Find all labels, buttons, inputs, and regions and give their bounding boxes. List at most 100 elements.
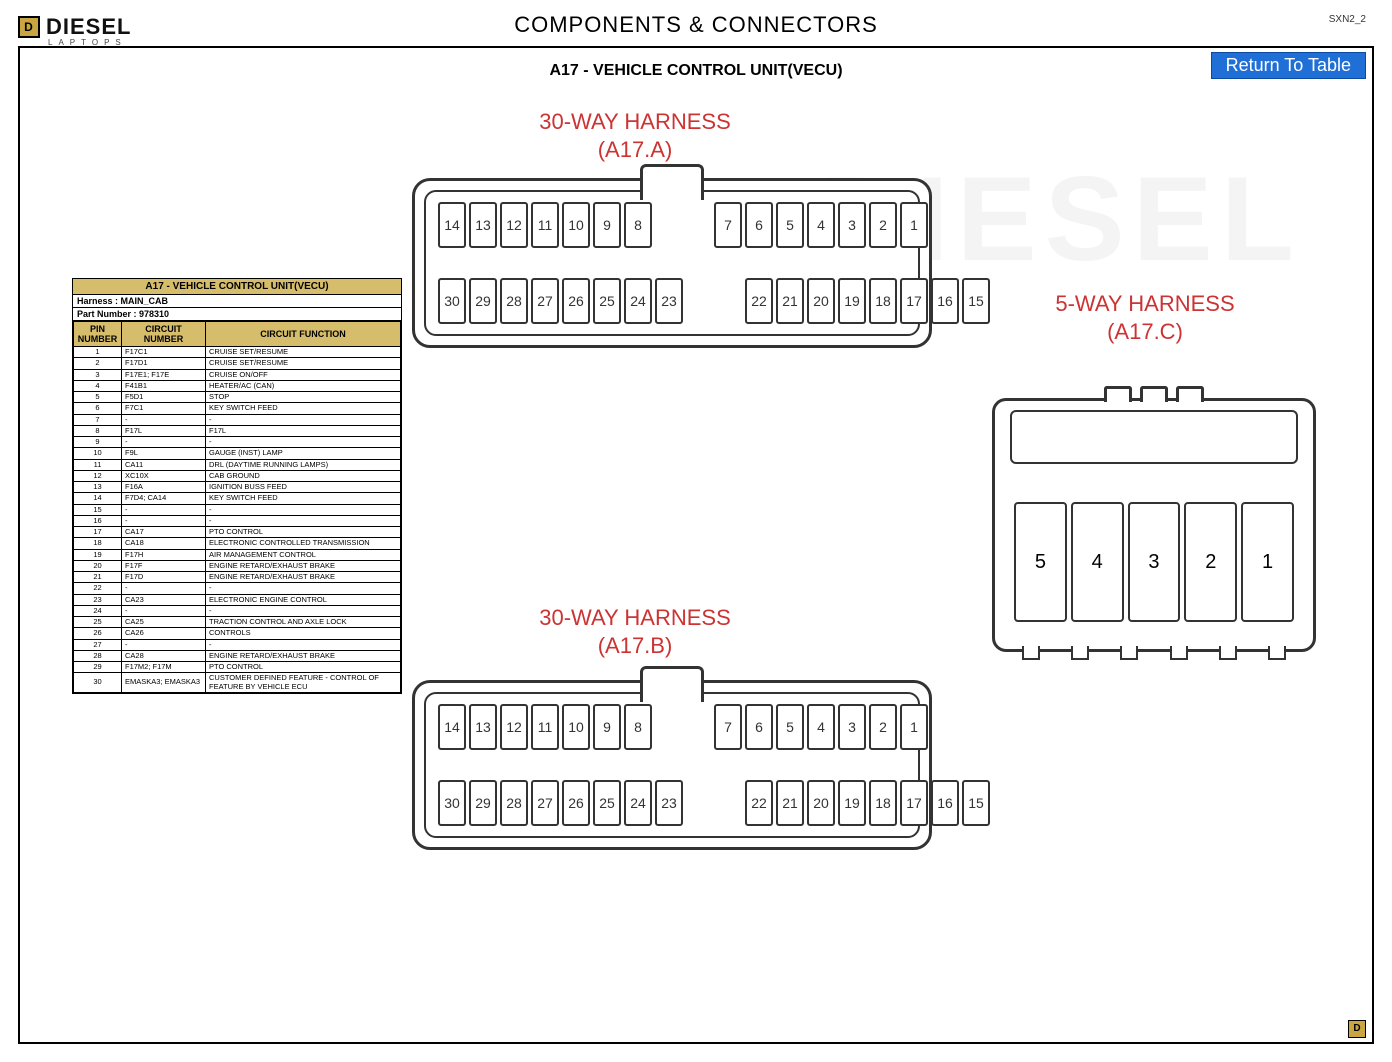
table-cell: F17D — [122, 572, 206, 583]
table-cell: F7D4; CA14 — [122, 493, 206, 504]
table-row: 27-- — [74, 639, 401, 650]
table-cell: F17F — [122, 560, 206, 571]
pin-row-bottom: 30292827262524232221201918171615 — [438, 278, 990, 324]
table-cell: - — [122, 583, 206, 594]
table-row: 5F5D1STOP — [74, 392, 401, 403]
table-cell: ENGINE RETARD/EXHAUST BRAKE — [206, 650, 401, 661]
pin-6: 6 — [745, 704, 773, 750]
table-cell: 19 — [74, 549, 122, 560]
pin-1: 1 — [1241, 502, 1294, 622]
pin-2: 2 — [1184, 502, 1237, 622]
table-cell: 27 — [74, 639, 122, 650]
pin-table-title: A17 - VEHICLE CONTROL UNIT(VECU) — [73, 279, 401, 295]
table-cell: F16A — [122, 482, 206, 493]
table-cell: F17E1; F17E — [122, 369, 206, 380]
foot-icon — [1022, 646, 1040, 660]
table-row: 19F17HAIR MANAGEMENT CONTROL — [74, 549, 401, 560]
table-row: 14F7D4; CA14KEY SWITCH FEED — [74, 493, 401, 504]
harness-label-a: 30-WAY HARNESS (A17.A) — [510, 108, 760, 163]
table-cell: 29 — [74, 662, 122, 673]
table-cell: 5 — [74, 392, 122, 403]
pin-5: 5 — [776, 202, 804, 248]
pin-19: 19 — [838, 780, 866, 826]
harness-b-title: 30-WAY HARNESS — [510, 604, 760, 632]
table-cell: F17M2; F17M — [122, 662, 206, 673]
table-cell: 28 — [74, 650, 122, 661]
pin-27: 27 — [531, 278, 559, 324]
table-cell: - — [122, 515, 206, 526]
table-row: 30EMASKA3; EMASKA3CUSTOMER DEFINED FEATU… — [74, 673, 401, 693]
pin-30: 30 — [438, 278, 466, 324]
table-cell: F17D1 — [122, 358, 206, 369]
pin-1: 1 — [900, 704, 928, 750]
pin-28: 28 — [500, 780, 528, 826]
table-cell: 26 — [74, 628, 122, 639]
table-cell: CRUISE SET/RESUME — [206, 358, 401, 369]
table-cell: F17L — [206, 425, 401, 436]
table-row: 21F17DENGINE RETARD/EXHAUST BRAKE — [74, 572, 401, 583]
connector-key — [640, 164, 704, 200]
pin-17: 17 — [900, 780, 928, 826]
pin-20: 20 — [807, 278, 835, 324]
doc-id: SXN2_2 — [1329, 14, 1366, 25]
harness-a-sub: (A17.A) — [510, 136, 760, 164]
table-cell: 12 — [74, 470, 122, 481]
pin-10: 10 — [562, 704, 590, 750]
pin-table-part: Part Number : 978310 — [73, 308, 401, 321]
table-cell: IGNITION BUSS FEED — [206, 482, 401, 493]
table-cell: CUSTOMER DEFINED FEATURE - CONTROL OF FE… — [206, 673, 401, 693]
table-row: 16-- — [74, 515, 401, 526]
pin-row-bottom: 30292827262524232221201918171615 — [438, 780, 990, 826]
pin-10: 10 — [562, 202, 590, 248]
table-cell: 13 — [74, 482, 122, 493]
pin-22: 22 — [745, 780, 773, 826]
table-cell: 24 — [74, 605, 122, 616]
page-title: COMPONENTS & CONNECTORS — [0, 12, 1392, 38]
foot-icon — [1268, 646, 1286, 660]
connector-key — [640, 666, 704, 702]
table-cell: - — [206, 515, 401, 526]
table-cell: F5D1 — [122, 392, 206, 403]
table-cell: F7C1 — [122, 403, 206, 414]
pin-27: 27 — [531, 780, 559, 826]
table-cell: 8 — [74, 425, 122, 436]
table-cell: CA28 — [122, 650, 206, 661]
table-row: 2F17D1CRUISE SET/RESUME — [74, 358, 401, 369]
corner-badge-icon: D — [1348, 1020, 1366, 1038]
table-cell: 4 — [74, 380, 122, 391]
table-cell: 16 — [74, 515, 122, 526]
pin-21: 21 — [776, 278, 804, 324]
pin-4: 4 — [807, 704, 835, 750]
foot-icon — [1120, 646, 1138, 660]
pin-9: 9 — [593, 704, 621, 750]
table-row: 3F17E1; F17ECRUISE ON/OFF — [74, 369, 401, 380]
table-cell: - — [206, 639, 401, 650]
foot-icon — [1219, 646, 1237, 660]
pin-24: 24 — [624, 278, 652, 324]
table-cell: CA11 — [122, 459, 206, 470]
table-cell: 9 — [74, 437, 122, 448]
pin-17: 17 — [900, 278, 928, 324]
foot-icon — [1170, 646, 1188, 660]
table-cell: 30 — [74, 673, 122, 693]
table-row: 28CA28ENGINE RETARD/EXHAUST BRAKE — [74, 650, 401, 661]
pin-4: 4 — [1071, 502, 1124, 622]
pin-8: 8 — [624, 704, 652, 750]
table-body: 1F17C1CRUISE SET/RESUME2F17D1CRUISE SET/… — [74, 347, 401, 693]
table-row: 17CA17PTO CONTROL — [74, 527, 401, 538]
table-cell: - — [122, 414, 206, 425]
table-row: 6F7C1KEY SWITCH FEED — [74, 403, 401, 414]
table-cell: - — [122, 605, 206, 616]
pin-14: 14 — [438, 202, 466, 248]
harness-b-sub: (A17.B) — [510, 632, 760, 660]
table-cell: - — [206, 414, 401, 425]
table-row: 18CA18ELECTRONIC CONTROLLED TRANSMISSION — [74, 538, 401, 549]
pin-30: 30 — [438, 780, 466, 826]
table-cell: - — [122, 504, 206, 515]
table-cell: 18 — [74, 538, 122, 549]
pin-23: 23 — [655, 278, 683, 324]
table-cell: F17H — [122, 549, 206, 560]
pin-table-harness: Harness : MAIN_CAB — [73, 295, 401, 308]
pin-23: 23 — [655, 780, 683, 826]
table-header: CIRCUIT FUNCTION — [206, 322, 401, 347]
